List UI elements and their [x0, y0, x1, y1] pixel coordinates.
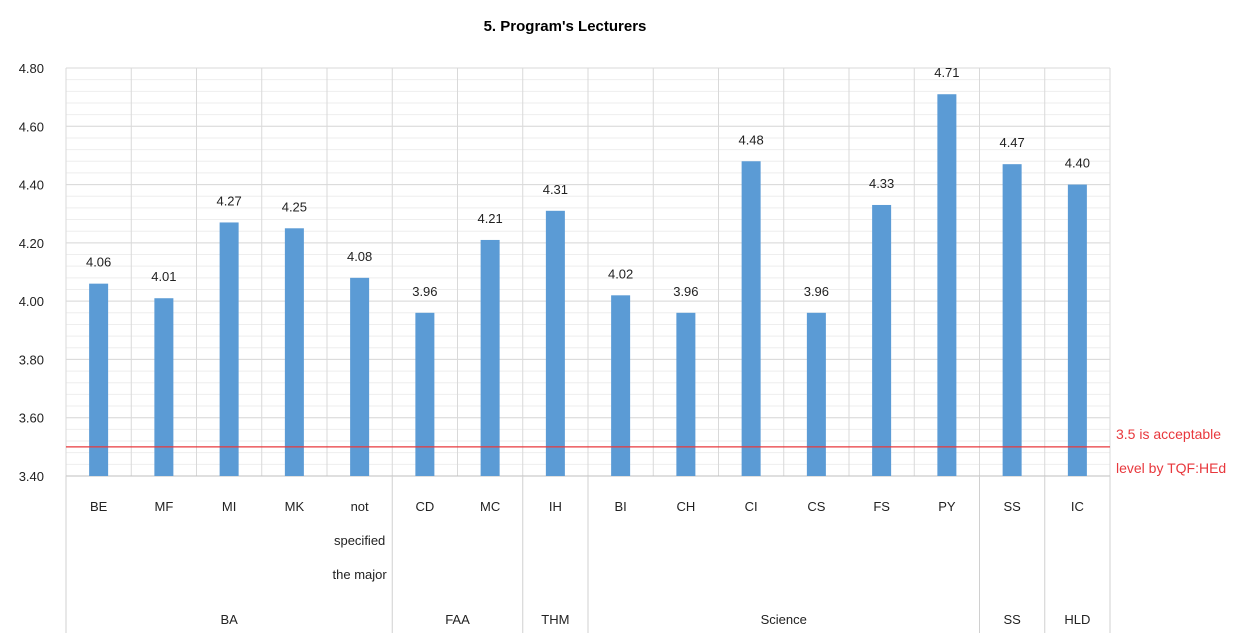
x-tick-label: MC [480, 499, 500, 514]
reference-line-group: 3.5 is acceptable level by TQF:HEd [66, 426, 1226, 476]
data-label: 4.21 [477, 211, 502, 226]
x-tick-label: CI [745, 499, 758, 514]
bar [545, 210, 565, 477]
data-label: 4.02 [608, 266, 633, 281]
y-tick-label: 4.00 [19, 294, 44, 309]
y-tick-label: 3.80 [19, 352, 44, 367]
x-tick-label: BI [614, 499, 626, 514]
group-label: FAA [445, 612, 470, 627]
x-tick-label: BE [90, 499, 108, 514]
data-label: 3.96 [804, 284, 829, 299]
x-tick-label: specified [334, 533, 385, 548]
bar [350, 277, 370, 476]
bar [219, 222, 239, 476]
bar [872, 204, 892, 476]
group-label: BA [220, 612, 238, 627]
bar [806, 312, 826, 476]
data-label: 4.47 [999, 135, 1024, 150]
bar [415, 312, 435, 476]
data-label: 3.96 [412, 284, 437, 299]
data-label: 4.31 [543, 182, 568, 197]
bar [741, 161, 761, 476]
x-tick-label: CS [807, 499, 825, 514]
data-label: 3.96 [673, 284, 698, 299]
x-tick-label: MI [222, 499, 236, 514]
reference-line-label: level by TQF:HEd [1116, 460, 1226, 476]
group-label: SS [1003, 612, 1021, 627]
bar [1002, 164, 1022, 476]
y-tick-label: 4.80 [19, 61, 44, 76]
x-tick-label: MF [154, 499, 173, 514]
x-tick-label: SS [1003, 499, 1021, 514]
bar [611, 295, 631, 476]
data-label: 4.40 [1065, 156, 1090, 171]
bar [480, 239, 500, 476]
labels: 4.80 4.60 4.40 4.20 4.00 3.80 3.60 3.40 4.06 BE 4.… [19, 61, 1091, 627]
bars [89, 94, 1087, 477]
data-label: 4.08 [347, 249, 372, 264]
x-tick-label: the major [333, 567, 388, 582]
x-tick-label: IC [1071, 499, 1084, 514]
data-label: 4.06 [86, 255, 111, 270]
group-label: HLD [1064, 612, 1090, 627]
chart-title: 5. Program's Lecturers [484, 18, 647, 35]
x-tick-label: IH [549, 499, 562, 514]
data-label: 4.48 [738, 132, 763, 147]
bar [154, 298, 174, 476]
x-tick-label: MK [285, 499, 305, 514]
x-tick-label: CD [415, 499, 434, 514]
reference-line-label: 3.5 is acceptable [1116, 426, 1221, 442]
bar [676, 312, 696, 476]
data-label: 4.71 [934, 65, 959, 80]
x-tick-label: not [351, 499, 369, 514]
bar [937, 94, 957, 476]
x-tick-label: PY [938, 499, 956, 514]
bar [89, 283, 109, 476]
y-tick-label: 3.40 [19, 469, 44, 484]
grid [65, 67, 1111, 633]
data-label: 4.25 [282, 199, 307, 214]
y-tick-label: 4.60 [19, 119, 44, 134]
y-tick-label: 4.20 [19, 236, 44, 251]
data-label: 4.33 [869, 176, 894, 191]
data-label: 4.01 [151, 269, 176, 284]
y-tick-label: 4.40 [19, 178, 44, 193]
group-label: Science [761, 612, 807, 627]
bar [284, 228, 304, 476]
y-tick-label: 3.60 [19, 411, 44, 426]
x-tick-label: FS [873, 499, 890, 514]
group-label: THM [541, 612, 569, 627]
data-label: 4.27 [216, 193, 241, 208]
bar [1067, 184, 1087, 477]
x-tick-label: CH [676, 499, 695, 514]
